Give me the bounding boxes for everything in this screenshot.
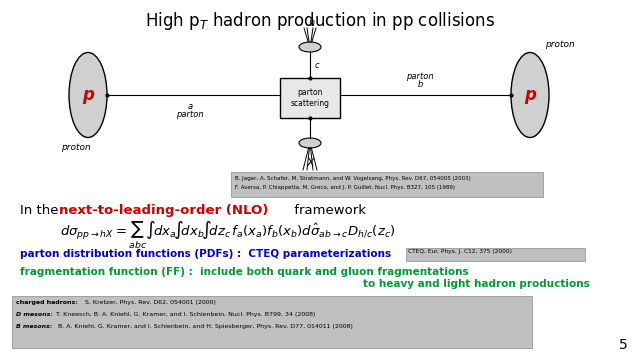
Text: 5: 5 bbox=[620, 338, 628, 352]
Text: proton: proton bbox=[61, 143, 91, 152]
Text: parton
scattering: parton scattering bbox=[291, 88, 330, 108]
Text: $d\sigma_{pp\rightarrow hX} = \sum_{abc}\int\!dx_a\!\int\!dx_b\!\int\!dz_c\,f_a(: $d\sigma_{pp\rightarrow hX} = \sum_{abc}… bbox=[60, 220, 396, 252]
Text: B mesons:: B mesons: bbox=[16, 324, 52, 329]
Text: In the: In the bbox=[20, 204, 63, 217]
FancyBboxPatch shape bbox=[406, 248, 584, 261]
Text: CTEQ, Eur. Phys. J. C12, 375 (2000): CTEQ, Eur. Phys. J. C12, 375 (2000) bbox=[408, 249, 512, 255]
Text: c: c bbox=[315, 60, 319, 69]
Text: F. Aversa, P. Chiappetta, M. Greco, and J. P. Guillet, Nucl. Phys. B327, 105 (19: F. Aversa, P. Chiappetta, M. Greco, and … bbox=[235, 185, 455, 190]
Text: charged hadrons:: charged hadrons: bbox=[16, 300, 78, 305]
FancyBboxPatch shape bbox=[280, 78, 340, 118]
Ellipse shape bbox=[299, 42, 321, 52]
Text: a: a bbox=[188, 102, 193, 111]
Ellipse shape bbox=[511, 53, 549, 138]
Ellipse shape bbox=[69, 53, 107, 138]
Text: S. Kretzer, Phys. Rev. D62, 054001 (2000): S. Kretzer, Phys. Rev. D62, 054001 (2000… bbox=[83, 300, 216, 305]
Text: proton: proton bbox=[545, 40, 575, 49]
FancyBboxPatch shape bbox=[12, 296, 532, 348]
Text: b: b bbox=[417, 80, 422, 89]
Text: parton: parton bbox=[176, 110, 204, 119]
Text: framework: framework bbox=[290, 204, 366, 217]
Ellipse shape bbox=[299, 138, 321, 148]
Text: p: p bbox=[524, 86, 536, 104]
FancyBboxPatch shape bbox=[231, 172, 543, 197]
Text: B. A. Kniehl, G. Kramer, and I. Schienbein, and H. Spiesberger, Phys. Rev. D77, : B. A. Kniehl, G. Kramer, and I. Schienbe… bbox=[54, 324, 353, 329]
Text: next-to-leading-order (NLO): next-to-leading-order (NLO) bbox=[59, 204, 268, 217]
Text: fragmentation function (FF) :  include both quark and gluon fragmentations: fragmentation function (FF) : include bo… bbox=[20, 267, 468, 277]
Text: D mesons:: D mesons: bbox=[16, 312, 53, 317]
Text: p: p bbox=[82, 86, 94, 104]
Text: B. Jager, A. Schafer, M. Stratmann, and W. Vogelsang, Phys. Rev. D67, 054005 (20: B. Jager, A. Schafer, M. Stratmann, and … bbox=[235, 176, 471, 181]
Text: X: X bbox=[306, 158, 314, 168]
Text: h: h bbox=[309, 18, 315, 28]
Text: to heavy and light hadron productions: to heavy and light hadron productions bbox=[364, 279, 590, 289]
Text: parton distribution functions (PDFs) :  CTEQ parameterizations: parton distribution functions (PDFs) : C… bbox=[20, 249, 391, 259]
Text: High p$_T$ hadron production in pp collisions: High p$_T$ hadron production in pp colli… bbox=[145, 10, 495, 32]
Text: parton: parton bbox=[406, 72, 434, 81]
Text: T. Kneesch, B. A. Kniehl, G. Kramer, and I. Schienbein, Nucl. Phys. B799, 34 (20: T. Kneesch, B. A. Kniehl, G. Kramer, and… bbox=[52, 312, 316, 317]
